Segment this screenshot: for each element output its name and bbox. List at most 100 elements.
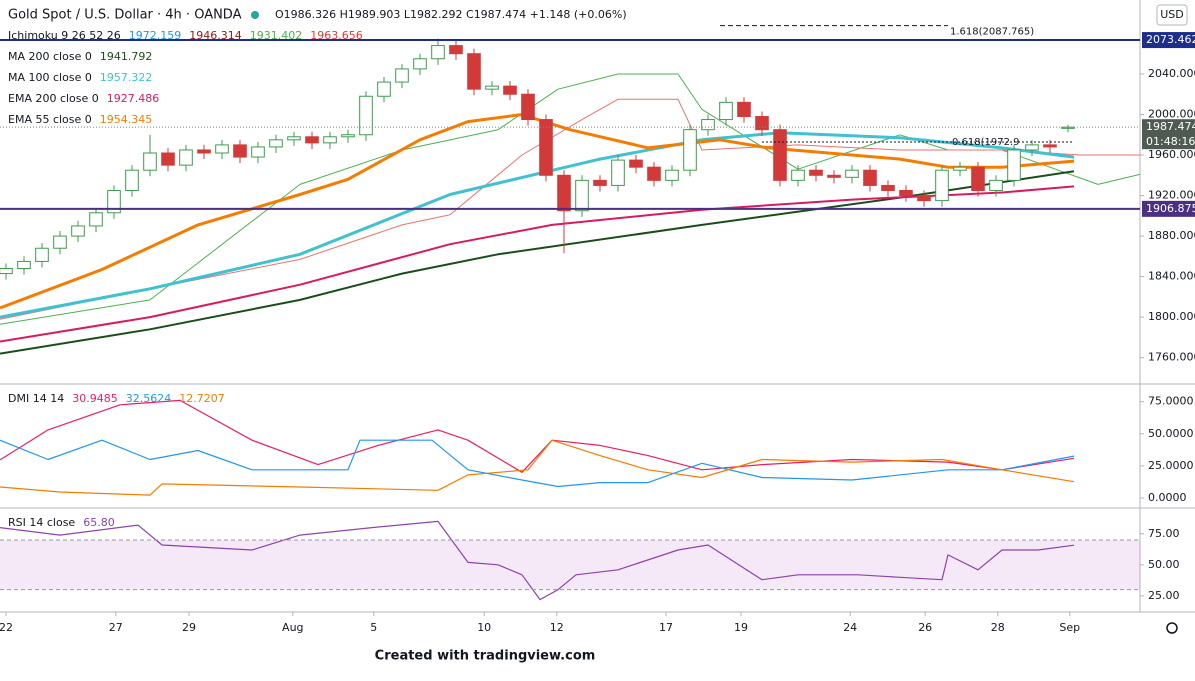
legend-value: 1927.486 xyxy=(107,92,160,105)
pane-value: 65.80 xyxy=(83,516,115,529)
legend-row: MA 200 close 0 1941.792 xyxy=(8,50,152,63)
legend-label: EMA 200 close 0 xyxy=(8,92,99,105)
rsi-band xyxy=(0,540,1140,590)
pane-title: DMI 14 14 xyxy=(8,392,64,405)
y-tick-label: 1800.000 xyxy=(1148,310,1195,323)
market-status xyxy=(251,11,259,19)
candle-body xyxy=(143,152,157,171)
indicator-line xyxy=(0,439,1075,488)
legend-row: EMA 200 close 0 1927.486 xyxy=(8,92,159,105)
y-tick-label: 1880.000 xyxy=(1148,229,1195,242)
x-tick-label: 10 xyxy=(477,621,491,634)
y-tick-label: 0.0000 xyxy=(1148,491,1187,504)
candle-body xyxy=(683,129,697,171)
candle-body xyxy=(989,179,1003,191)
x-tick-label: 22 xyxy=(0,621,13,634)
indicator-line xyxy=(0,131,1075,319)
legend-value: 1963.656 xyxy=(310,29,363,42)
candle-body xyxy=(215,144,229,154)
last-price-tag xyxy=(1142,119,1195,150)
y-tick-label: 1840.000 xyxy=(1148,270,1195,283)
x-tick-label: 17 xyxy=(659,621,673,634)
settings-icon[interactable] xyxy=(1166,622,1178,634)
currency[interactable]: USD xyxy=(1160,8,1184,21)
y-tick-label: 1960.000 xyxy=(1148,148,1195,161)
legend-label: EMA 55 close 0 xyxy=(8,113,92,126)
legend-value: 1972.159 xyxy=(129,29,182,42)
legend-label: Ichimoku 9 26 52 26 xyxy=(8,29,121,42)
candle-body xyxy=(305,136,319,144)
candle-body xyxy=(161,152,175,166)
candle-body xyxy=(611,159,625,186)
y-tick-label: 50.0000 xyxy=(1148,427,1194,440)
y-tick-label: 25.00 xyxy=(1148,589,1180,602)
x-tick-label: 19 xyxy=(734,621,748,634)
y-tick-label: 2040.000 xyxy=(1148,67,1195,80)
candle-body xyxy=(737,101,751,118)
ohlc: O1986.326 H1989.903 L1982.292 C1987.474 … xyxy=(275,8,627,21)
legend-value: 1941.792 xyxy=(100,50,153,63)
candle-body xyxy=(1043,144,1057,148)
plot-area xyxy=(0,38,1140,601)
candle-body xyxy=(953,166,967,171)
candle-body xyxy=(179,149,193,166)
candle-body xyxy=(647,166,661,181)
candle-body xyxy=(377,81,391,97)
candle-body xyxy=(593,179,607,186)
x-tick-label: 24 xyxy=(843,621,857,634)
candle-body xyxy=(89,212,103,227)
candle-body xyxy=(881,184,895,191)
candle-body xyxy=(629,159,643,168)
legend-row: EMA 55 close 0 1954.345 xyxy=(8,113,152,126)
currency-box[interactable] xyxy=(1156,4,1188,26)
y-tick-label: 1920.000 xyxy=(1148,189,1195,202)
candle-body xyxy=(1007,149,1021,181)
candle-body xyxy=(53,235,67,249)
x-tick-label: 12 xyxy=(550,621,564,634)
candle-body xyxy=(107,189,121,214)
candle-body xyxy=(899,189,913,197)
candle-body xyxy=(341,134,355,138)
candle-body xyxy=(17,260,31,270)
x-tick-label: Sep xyxy=(1059,621,1080,634)
pane-value: 32.5624 xyxy=(126,392,172,405)
candle-body xyxy=(575,179,589,212)
candle-body xyxy=(1025,144,1039,151)
candle-body xyxy=(827,174,841,178)
x-tick-label: 29 xyxy=(182,621,196,634)
gear[interactable] xyxy=(1166,622,1178,634)
fib-label: 0.618(1972.9 xyxy=(952,137,1020,148)
pane-legend: RSI 14 close 65.80 xyxy=(8,516,115,529)
candle-body xyxy=(467,53,481,90)
y-tick-label: 75.0000 xyxy=(1148,395,1194,408)
candle-body xyxy=(35,247,49,262)
candle-body xyxy=(935,169,949,202)
legend-value: 1957.322 xyxy=(100,71,153,84)
fib-label: 1.618(2087.765) xyxy=(950,27,1034,38)
legend-label: MA 200 close 0 xyxy=(8,50,92,63)
candle-body xyxy=(755,116,769,131)
price-tag-label: 1906.875 xyxy=(1146,202,1195,215)
candle-body xyxy=(71,225,85,237)
candle-body xyxy=(503,85,517,95)
candle-body xyxy=(449,45,463,55)
candle-body xyxy=(845,169,859,178)
indicator-line xyxy=(0,399,1075,473)
candle-body xyxy=(539,119,553,176)
candle-body xyxy=(773,129,787,181)
symbol-title: Gold Spot / U.S. Dollar · 4h · OANDA xyxy=(8,8,242,23)
y-tick-label: 75.00 xyxy=(1148,527,1180,540)
candle-body xyxy=(0,268,13,275)
price-tag xyxy=(1142,200,1195,217)
indicator-line xyxy=(0,439,1075,496)
candle-body xyxy=(521,93,535,121)
candle-body xyxy=(251,146,265,158)
legend-value: 1946.314 xyxy=(189,29,242,42)
price-tag-label: 2073.462 xyxy=(1146,33,1195,46)
pane-legend: DMI 14 14 30.9485 32.5624 12.7207 xyxy=(8,392,225,405)
x-tick-label: Aug xyxy=(282,621,303,634)
legend-value: 1931.402 xyxy=(250,29,303,42)
candle-body xyxy=(791,169,805,181)
